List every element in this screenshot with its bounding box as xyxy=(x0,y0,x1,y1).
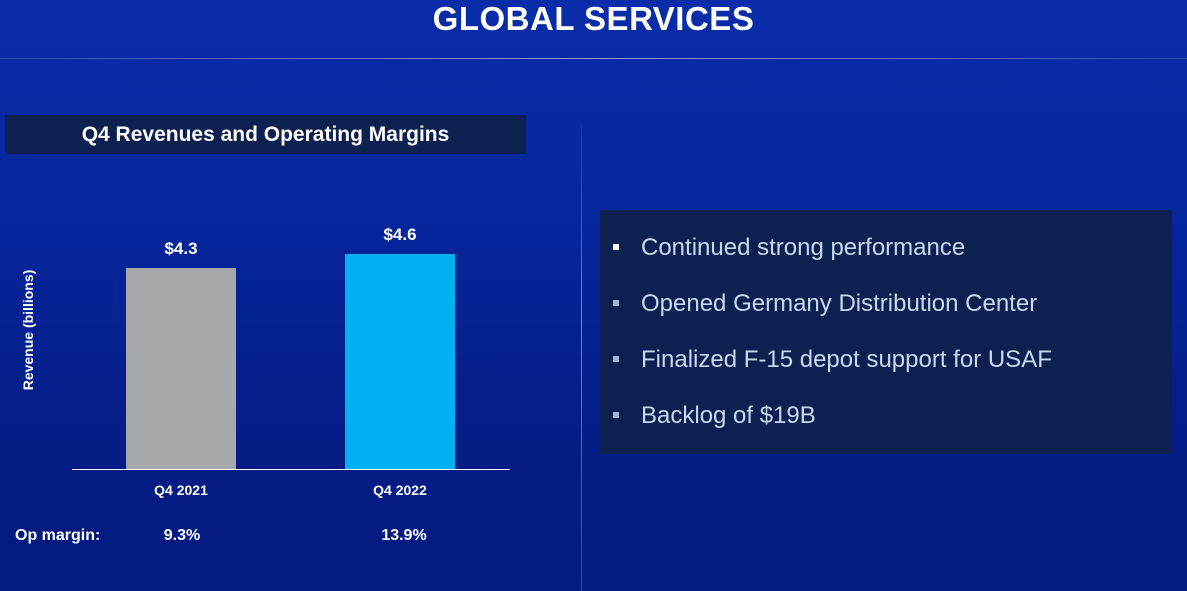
data-label: $4.6 xyxy=(383,225,416,244)
bullet-text: Backlog of $19B xyxy=(641,402,816,429)
bullet-text: Finalized F-15 depot support for USAF xyxy=(641,346,1052,373)
bullet-item: Opened Germany Distribution Center xyxy=(600,289,1172,319)
data-label: $4.3 xyxy=(164,239,197,258)
bullet-square-icon xyxy=(613,412,619,418)
op-margin-label: Op margin: xyxy=(15,527,101,544)
chart-header: Q4 Revenues and Operating Margins xyxy=(5,115,526,154)
op-margin-q4-2022: 13.9% xyxy=(381,527,427,544)
vertical-divider xyxy=(581,125,582,591)
x-tick-label: Q4 2021 xyxy=(154,482,208,498)
x-tick-label: Q4 2022 xyxy=(373,482,427,498)
op-margin-q4-2021: 9.3% xyxy=(163,527,201,544)
highlights-panel: Continued strong performance Opened Germ… xyxy=(600,210,1172,454)
bullet-text: Opened Germany Distribution Center xyxy=(641,290,1038,317)
bullet-item: Continued strong performance xyxy=(600,233,1172,263)
bullet-square-icon xyxy=(613,300,619,306)
bullet-square-icon xyxy=(613,356,619,362)
bullet-item: Backlog of $19B xyxy=(600,401,1172,431)
bar-q4-2021 xyxy=(126,268,236,469)
bullet-square-icon xyxy=(613,244,619,250)
title-divider xyxy=(0,58,1187,59)
revenue-bar-chart: $4.3 Q4 2021 $4.6 Q4 2022 xyxy=(72,225,510,498)
slide-title: GLOBAL SERVICES xyxy=(432,0,755,37)
bullet-item: Finalized F-15 depot support for USAF xyxy=(600,345,1172,375)
bullet-text: Continued strong performance xyxy=(641,234,966,261)
bar-q4-2022 xyxy=(345,254,455,469)
